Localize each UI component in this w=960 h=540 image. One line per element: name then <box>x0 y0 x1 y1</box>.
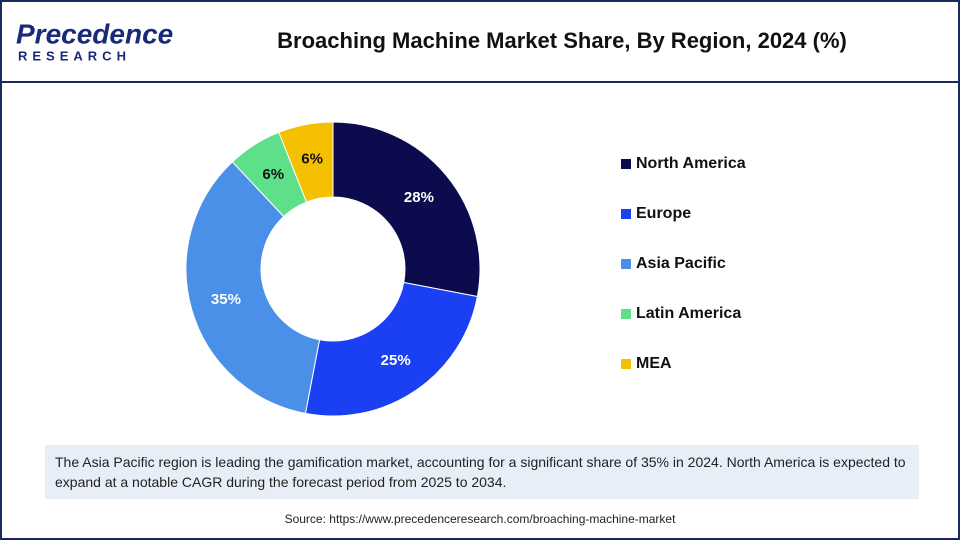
data-label: 25% <box>381 352 411 369</box>
legend-label: North America <box>636 155 746 172</box>
data-label: 6% <box>262 166 284 183</box>
note: The Asia Pacific region is leading the g… <box>45 445 919 499</box>
data-label: 28% <box>404 189 434 206</box>
legend-swatch <box>621 359 631 369</box>
chart-title: Broaching Machine Market Share, By Regio… <box>277 28 847 53</box>
donut-segment <box>278 121 334 203</box>
legend-swatch <box>621 259 631 269</box>
legend-label: Asia Pacific <box>636 255 726 272</box>
data-label: 6% <box>301 150 323 167</box>
legend-label: MEA <box>636 355 672 372</box>
data-label: 35% <box>211 291 241 308</box>
legend-label: Latin America <box>636 305 741 322</box>
legend-swatch <box>621 159 631 169</box>
logo-tagline: RESEARCH <box>18 48 131 63</box>
legend-swatch <box>621 209 631 219</box>
legend-label: Europe <box>636 205 691 222</box>
logo-name: Precedence <box>16 18 173 49</box>
source: Source: https://www.precedenceresearch.c… <box>284 512 676 526</box>
donut-segment <box>304 281 478 417</box>
donut-segment <box>185 161 321 414</box>
legend-swatch <box>621 309 631 319</box>
donut-segment <box>332 121 481 298</box>
